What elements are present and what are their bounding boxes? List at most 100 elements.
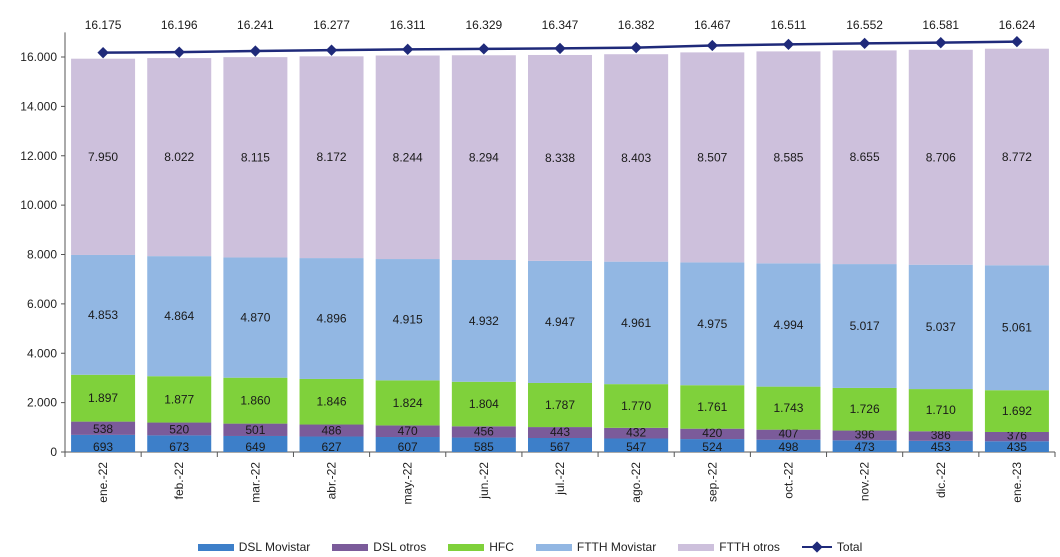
total-point <box>325 44 338 56</box>
total-label: 16.581 <box>922 18 959 32</box>
bar-hfc <box>832 387 897 431</box>
bar-dsl-otros <box>375 425 440 438</box>
data-label: 4.864 <box>164 309 194 323</box>
bar-hfc <box>299 378 364 425</box>
total-label: 16.277 <box>313 18 350 32</box>
data-label: 8.294 <box>469 151 499 165</box>
data-label: 4.915 <box>393 313 423 327</box>
bar-hfc <box>680 385 745 429</box>
data-label: 435 <box>1007 440 1027 454</box>
legend-swatch <box>332 543 369 551</box>
bar-ftth-movistar <box>528 260 592 383</box>
bar-dsl-movistar <box>680 439 745 452</box>
data-label: 407 <box>778 427 798 441</box>
total-point <box>782 38 795 51</box>
x-tick-label: oct.-22 <box>781 462 795 499</box>
legend-item: FTTH Movistar <box>535 540 657 554</box>
data-label: 5.017 <box>850 319 880 333</box>
legend-item: DSL Movistar <box>197 540 311 554</box>
data-label: 1.804 <box>469 397 499 411</box>
data-label: 8.338 <box>545 151 575 165</box>
total-point <box>858 37 871 50</box>
data-label: 567 <box>550 440 570 454</box>
bar-hfc <box>375 380 440 426</box>
total-point <box>554 42 566 55</box>
bar-dsl-movistar <box>604 438 669 452</box>
data-label: 443 <box>550 425 570 439</box>
bar-dsl-otros <box>528 427 592 439</box>
legend-label: FTTH Movistar <box>576 540 657 554</box>
data-label: 1.761 <box>697 400 727 414</box>
bar-ftth-movistar <box>375 259 440 381</box>
legend-swatch <box>197 543 234 551</box>
data-label: 8.403 <box>621 151 651 165</box>
stacked-bar-chart: 0 2.000 4.000 6.000 8.000 10.000 12.000 14.000 1… <box>20 18 1056 504</box>
data-label: 1.846 <box>317 395 347 409</box>
bar-ftth-otros <box>451 55 516 261</box>
bar-ftth-movistar <box>680 262 745 386</box>
data-label: 8.172 <box>317 150 347 164</box>
bar-ftth-movistar <box>71 254 136 375</box>
bar-ftth-otros <box>223 57 288 258</box>
y-tick-label: 8.000 <box>27 248 57 262</box>
total-point <box>1011 35 1023 48</box>
data-label: 1.710 <box>926 403 956 417</box>
data-label: 396 <box>855 427 875 441</box>
data-label: 4.961 <box>621 316 651 330</box>
bar-ftth-otros <box>908 49 973 265</box>
legend: DSL Movistar DSL otros HFC FTTH Movistar FTT… <box>0 537 1060 557</box>
data-label: 4.975 <box>697 317 727 331</box>
total-point <box>478 43 490 55</box>
bar-dsl-otros <box>832 430 897 441</box>
total-label: 16.175 <box>85 18 122 32</box>
data-label: 4.947 <box>545 315 575 329</box>
bar-hfc <box>223 377 288 424</box>
data-label: 4.853 <box>88 308 118 322</box>
bar-dsl-otros <box>223 423 288 436</box>
bar-dsl-movistar <box>451 437 516 452</box>
total-label: 16.311 <box>390 18 426 32</box>
total-label: 16.511 <box>771 18 807 32</box>
data-label: 1.860 <box>240 394 270 408</box>
data-label: 607 <box>398 440 418 454</box>
data-label: 8.585 <box>773 150 803 164</box>
bar-dsl-otros <box>756 429 821 440</box>
bar-hfc <box>451 381 516 427</box>
bar-hfc <box>528 382 592 428</box>
total-label: 16.347 <box>542 18 579 32</box>
legend-label: DSL otros <box>373 540 427 554</box>
bar-dsl-otros <box>908 431 973 441</box>
bar-dsl-movistar <box>756 439 821 452</box>
legend-swatch <box>448 543 485 551</box>
data-label: 501 <box>245 423 265 437</box>
bar-ftth-otros <box>528 54 592 261</box>
legend-label: DSL Movistar <box>238 540 311 554</box>
bar-dsl-movistar <box>375 437 440 452</box>
bar-hfc <box>71 374 136 422</box>
data-label: 1.824 <box>393 396 423 410</box>
bar-ftth-otros <box>680 52 745 263</box>
x-tick-label: nov.-22 <box>858 462 872 501</box>
y-tick-label: 4.000 <box>27 346 57 360</box>
bar-dsl-otros <box>984 431 1049 442</box>
bar-dsl-movistar <box>908 440 973 452</box>
data-label: 386 <box>931 428 951 442</box>
legend-label: HFC <box>489 540 514 554</box>
x-tick-label: jul.-22 <box>553 462 567 496</box>
x-tick-label: sep.-22 <box>705 462 719 502</box>
data-label: 432 <box>626 425 646 439</box>
data-label: 498 <box>778 440 798 454</box>
bar-hfc <box>147 376 212 423</box>
data-label: 8.507 <box>697 150 727 164</box>
bar-ftth-otros <box>375 55 440 260</box>
data-label: 8.022 <box>164 150 194 164</box>
x-tick-label: mar.-22 <box>248 462 262 503</box>
bar-ftth-otros <box>71 58 136 255</box>
legend-swatch <box>678 543 715 551</box>
legend-label: Total <box>836 540 863 554</box>
data-label: 8.772 <box>1002 150 1032 164</box>
bar-dsl-movistar <box>147 435 212 452</box>
data-label: 8.115 <box>241 150 270 164</box>
total-label: 16.329 <box>465 18 502 32</box>
data-label: 420 <box>702 426 722 440</box>
